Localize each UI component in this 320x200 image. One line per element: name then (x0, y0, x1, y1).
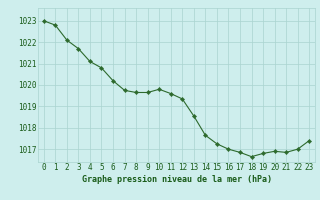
X-axis label: Graphe pression niveau de la mer (hPa): Graphe pression niveau de la mer (hPa) (82, 175, 271, 184)
